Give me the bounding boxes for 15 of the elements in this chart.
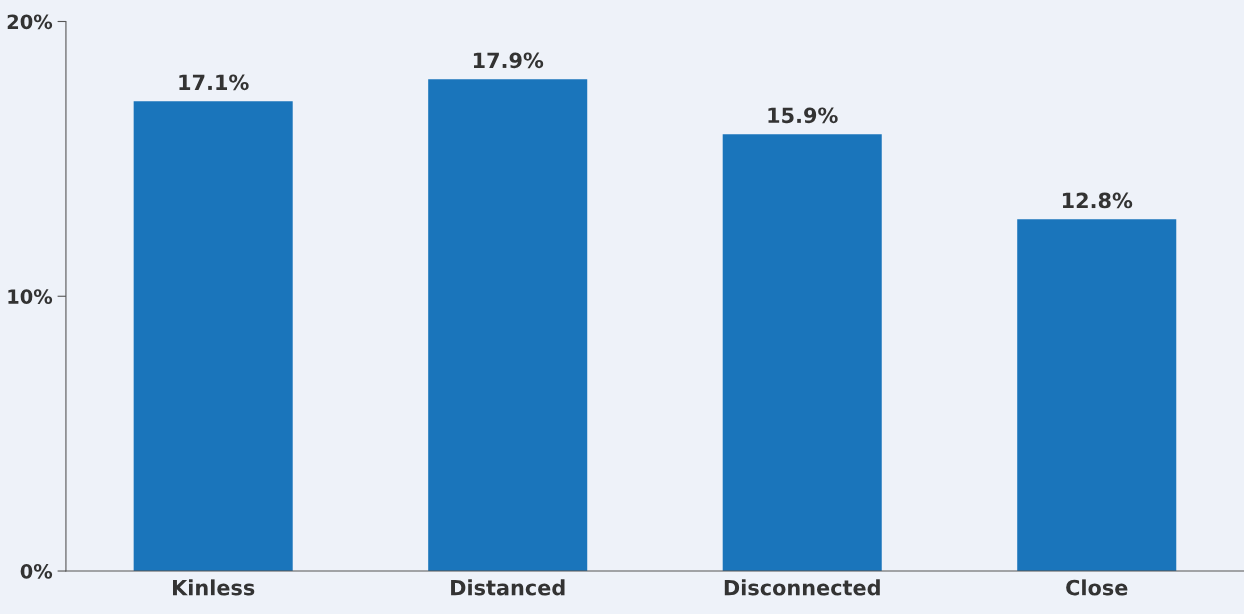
x-tick-label: Close [1066,579,1128,596]
x-tick-label: Distanced [451,579,565,596]
data-label: 17.1% [179,74,249,91]
x-tick-label: Disconnected [724,579,880,596]
bar [428,79,588,572]
y-tick-label: 0% [20,563,53,579]
bar [722,134,882,572]
data-label: 15.9% [768,107,838,124]
y-tick-label: 20% [7,14,53,30]
data-label: 17.9% [473,52,544,69]
y-tick-label: 10% [8,289,53,304]
bar [1017,219,1177,572]
bar [133,101,293,572]
data-label: 12.8% [1062,192,1133,209]
x-tick-label: Kinless [173,579,255,596]
